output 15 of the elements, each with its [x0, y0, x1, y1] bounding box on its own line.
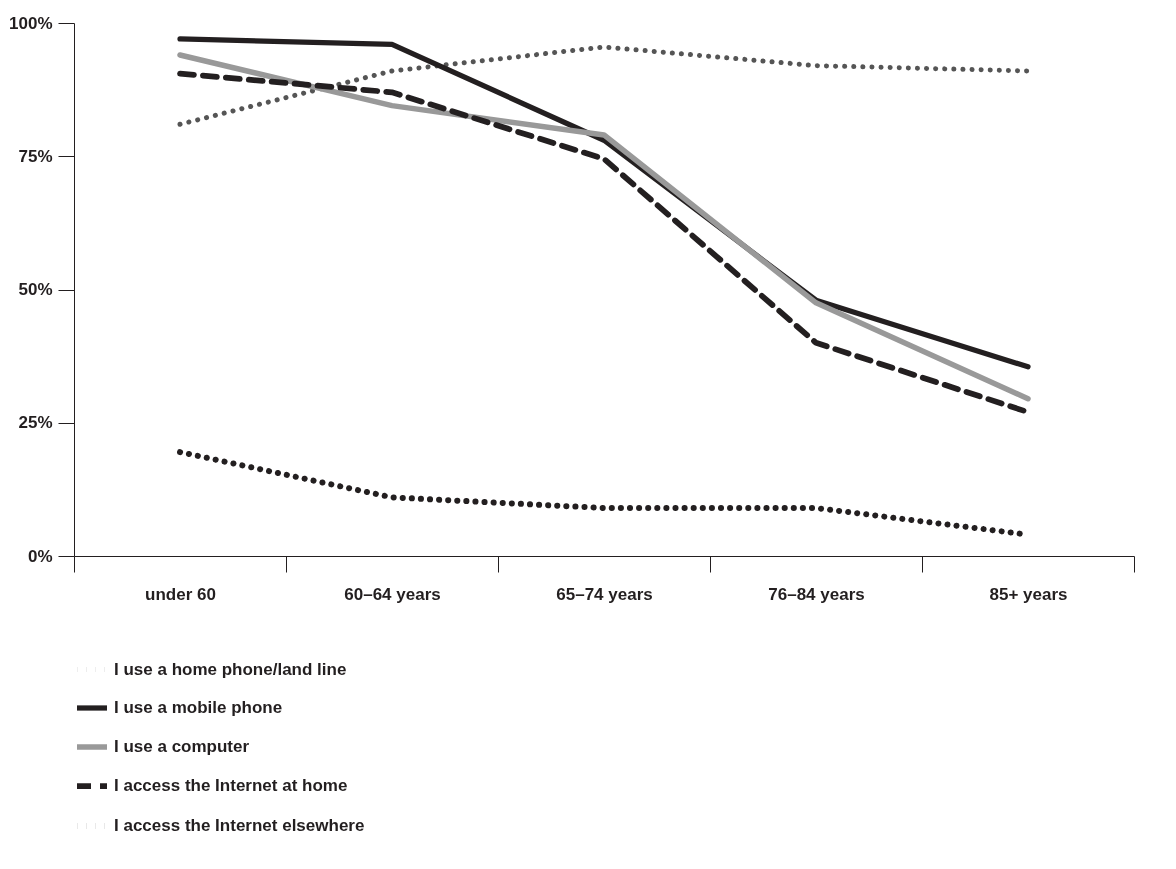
y-tick-label: 100%	[9, 13, 53, 33]
x-tick-label: 60–64 years	[344, 584, 441, 604]
y-tick-label: 75%	[18, 146, 53, 166]
y-tick-label: 0%	[27, 546, 53, 566]
y-tick-label: 50%	[18, 280, 53, 299]
legend-label: I use a home phone/land line	[114, 659, 347, 679]
y-tick-label: 25%	[18, 413, 53, 433]
x-tick-label: 76–84 years	[768, 584, 865, 604]
x-tick-label: 65–74 years	[556, 584, 653, 604]
x-tick-label: 85+ years	[989, 584, 1068, 604]
legend-label: I use a mobile phone	[114, 698, 283, 717]
x-tick-label: under 60	[145, 584, 216, 604]
legend-label: I use a computer	[114, 737, 250, 756]
legend-label: I access the Internet elsewhere	[114, 816, 365, 835]
legend-label: I access the Internet at home	[114, 776, 348, 795]
